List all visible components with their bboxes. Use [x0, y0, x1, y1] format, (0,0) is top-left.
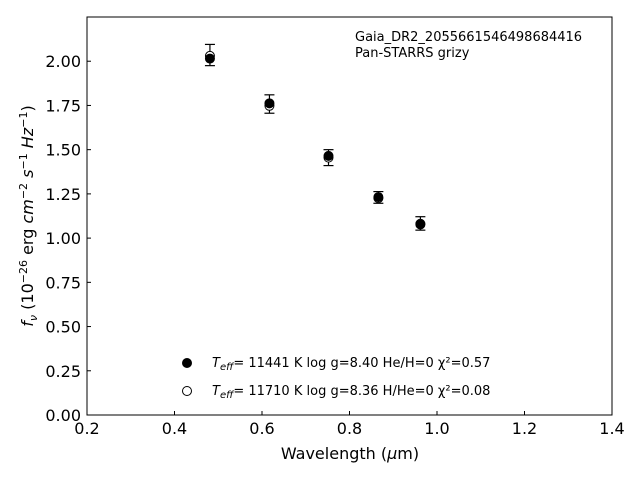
- x-tick-label: 0.8: [337, 419, 362, 438]
- model-point-filled: [204, 53, 215, 64]
- legend: Teff= 11441 K log g=8.40 He/H=0 χ²=0.57 …: [182, 356, 490, 401]
- chart-annotation-line-2: Pan-STARRS grizy: [355, 46, 470, 61]
- y-tick-label: 1.75: [45, 96, 81, 115]
- x-tick-label: 0.6: [249, 419, 274, 438]
- y-tick-label: 0.75: [45, 273, 81, 292]
- legend-marker-filled: [182, 358, 192, 368]
- x-axis-title: Wavelength (μm): [281, 444, 419, 463]
- y-axis-title: fν (10−26 erg cm−2 s−1 Hz−1): [17, 105, 40, 326]
- y-tick-label: 2.00: [45, 52, 81, 71]
- y-tick-label: 1.00: [45, 229, 81, 248]
- x-tick-label: 0.4: [162, 419, 187, 438]
- y-tick-label: 1.25: [45, 185, 81, 204]
- legend-label-open: Teff= 11710 K log g=8.36 H/He=0 χ²=0.08: [212, 384, 490, 401]
- model-point-filled: [323, 150, 334, 161]
- y-tick-label: 0.50: [45, 318, 81, 337]
- model-point-filled: [264, 98, 275, 109]
- chart-annotation-line-1: Gaia_DR2_2055661546498684416: [355, 30, 582, 45]
- x-tick-label: 0.2: [74, 419, 99, 438]
- model-point-filled: [415, 219, 426, 230]
- legend-marker-open: [182, 386, 192, 396]
- x-tick-label: 1.0: [424, 419, 449, 438]
- x-tick-label: 1.4: [599, 419, 624, 438]
- y-tick-label: 0.25: [45, 362, 81, 381]
- y-tick-label: 0.00: [45, 406, 81, 425]
- y-tick-label: 1.50: [45, 141, 81, 160]
- model-point-filled: [373, 192, 384, 203]
- legend-label-filled: Teff= 11441 K log g=8.40 He/H=0 χ²=0.57: [212, 356, 490, 373]
- x-tick-label: 1.2: [512, 419, 537, 438]
